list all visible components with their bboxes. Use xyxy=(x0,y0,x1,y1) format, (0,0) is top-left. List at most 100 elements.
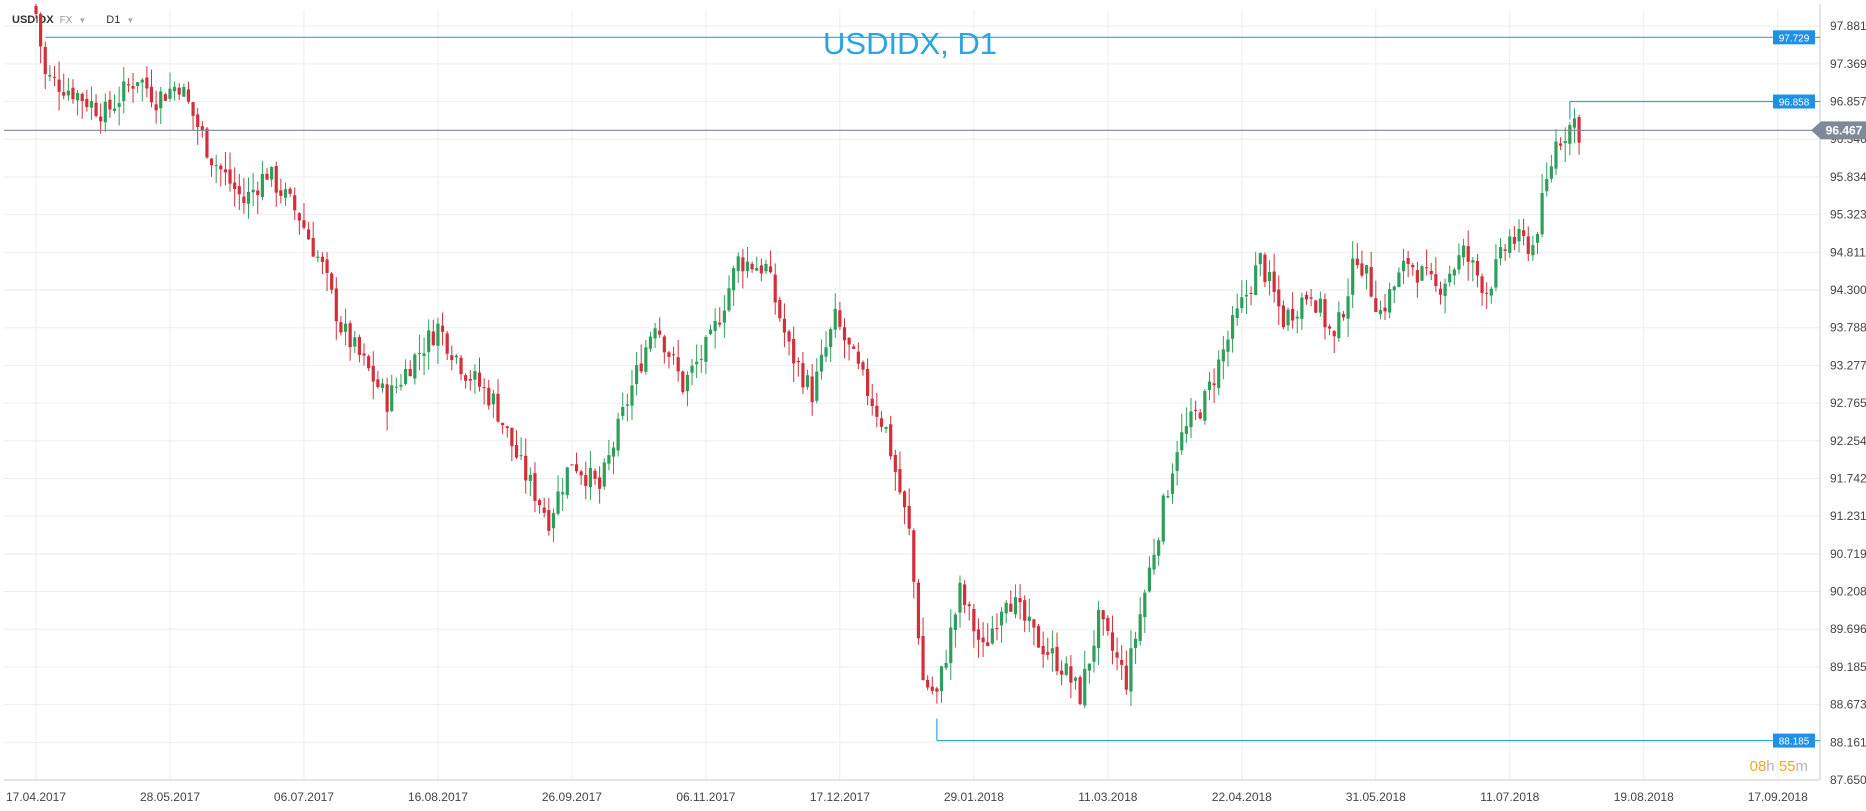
candle-body xyxy=(1314,300,1318,313)
candle-body xyxy=(1554,141,1558,169)
candle-body xyxy=(1180,432,1184,451)
candle-body xyxy=(1461,245,1466,258)
candle-body xyxy=(1133,638,1138,648)
candle-body xyxy=(482,387,486,389)
candle-body xyxy=(256,190,260,196)
candle-body xyxy=(487,387,491,406)
candle-body xyxy=(1568,124,1572,144)
candle-body xyxy=(736,256,740,272)
candle-body xyxy=(436,323,440,346)
current-price-tag xyxy=(1811,121,1866,140)
candle-body xyxy=(1161,495,1165,542)
candle-body xyxy=(1332,331,1336,337)
candle-body xyxy=(1147,567,1152,592)
candle-body xyxy=(833,308,837,330)
candle-body xyxy=(755,267,759,271)
candle-body xyxy=(773,274,777,303)
candle-body xyxy=(1286,309,1290,326)
candle-body xyxy=(496,393,500,422)
candle-body xyxy=(574,464,579,472)
candle-body xyxy=(741,257,745,272)
symbol-name[interactable]: USDIDX xyxy=(12,14,54,26)
candle-body xyxy=(145,77,149,89)
y-tick-label: 93.277 xyxy=(1830,358,1866,372)
candle-body xyxy=(967,604,971,607)
candle-body xyxy=(140,79,144,83)
candle-body xyxy=(533,473,537,501)
y-tick-label: 91.231 xyxy=(1830,509,1866,523)
candle-body xyxy=(1027,616,1031,622)
candle-body xyxy=(1309,297,1313,299)
candle-body xyxy=(1064,663,1068,675)
candle-body xyxy=(473,371,477,380)
candle-body xyxy=(1443,283,1447,297)
candle-body xyxy=(450,355,454,361)
candle-body xyxy=(214,165,218,167)
y-tick-label: 94.811 xyxy=(1830,245,1866,259)
candle-body xyxy=(464,375,468,381)
candle-body xyxy=(468,378,472,381)
candle-body xyxy=(1535,233,1540,243)
candle-body xyxy=(699,358,703,360)
candle-body xyxy=(427,330,431,353)
candle-body xyxy=(89,101,94,108)
candle-body xyxy=(1448,273,1452,283)
timeframe-label[interactable]: D1 xyxy=(106,14,121,26)
y-tick-label: 89.185 xyxy=(1830,660,1866,674)
candle-body xyxy=(1351,258,1355,295)
level-price-badge xyxy=(1773,733,1815,748)
candle-body xyxy=(870,398,874,407)
candle-body xyxy=(570,464,574,466)
candle-body xyxy=(246,191,251,204)
candle-body xyxy=(1124,665,1128,690)
candle-body xyxy=(431,331,435,346)
x-tick-label: 06.11.2017 xyxy=(676,790,735,804)
candle-body xyxy=(1087,663,1091,671)
candle-body xyxy=(708,329,713,335)
candle-body xyxy=(205,128,209,158)
candle-body xyxy=(1549,166,1553,179)
candle-body xyxy=(1498,247,1503,259)
candle-body xyxy=(958,582,962,613)
candle-body xyxy=(288,188,292,194)
candle-body xyxy=(454,355,459,358)
candle-body xyxy=(561,492,565,495)
candle-body xyxy=(916,582,921,639)
instrument-type: FX xyxy=(59,14,73,26)
candle-body xyxy=(1018,597,1022,603)
candle-body xyxy=(371,365,375,382)
y-tick-label: 95.323 xyxy=(1830,208,1866,222)
candle-body xyxy=(1406,258,1410,265)
candle-body xyxy=(745,261,750,272)
candle-body xyxy=(182,86,186,97)
candle-body xyxy=(1184,426,1188,434)
candle-body xyxy=(71,87,75,100)
candle-body xyxy=(505,426,509,429)
candle-body xyxy=(293,195,297,211)
candle-body xyxy=(260,174,264,198)
candle-body xyxy=(334,288,338,322)
candle-body xyxy=(1106,617,1110,631)
candle-body xyxy=(1415,270,1419,283)
candle-body xyxy=(1559,143,1563,146)
symbol-dropdown-icon[interactable]: ▼ xyxy=(78,15,87,25)
candle-body xyxy=(893,455,897,472)
level-price-badge xyxy=(1773,94,1815,109)
candle-body xyxy=(815,371,819,401)
candle-body xyxy=(690,365,694,373)
y-tick-label: 91.742 xyxy=(1830,471,1866,485)
candle-body xyxy=(228,169,232,184)
y-tick-label: 96.857 xyxy=(1830,95,1866,109)
candle-body xyxy=(1480,276,1484,294)
timeframe-dropdown-icon[interactable]: ▼ xyxy=(126,15,135,25)
candle-body xyxy=(1046,652,1050,655)
candle-body xyxy=(889,424,893,457)
candle-body xyxy=(852,346,856,349)
candle-body xyxy=(417,353,422,355)
candle-body xyxy=(685,374,690,392)
candle-body xyxy=(995,628,999,630)
candle-body xyxy=(782,318,787,333)
candle-body xyxy=(413,354,417,379)
candle-body xyxy=(1032,619,1036,628)
